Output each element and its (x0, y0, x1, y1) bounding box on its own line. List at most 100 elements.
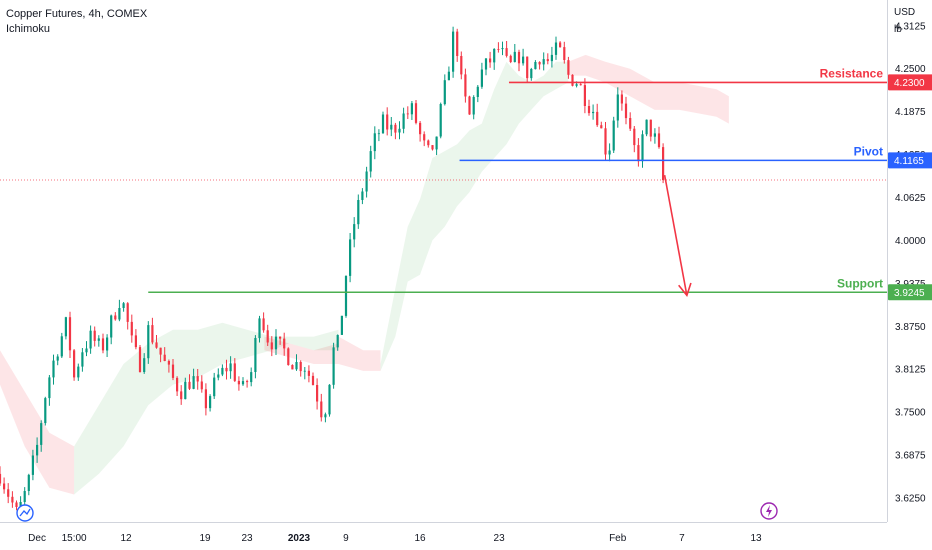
candle-up[interactable] (501, 48, 504, 50)
candle-down[interactable] (3, 483, 6, 490)
candle-down[interactable] (464, 74, 467, 97)
candle-down[interactable] (204, 389, 207, 409)
candle-up[interactable] (147, 325, 150, 359)
candle-down[interactable] (587, 106, 591, 114)
candle-up[interactable] (64, 317, 67, 337)
price-levels[interactable]: Resistance Pivot Support (0, 66, 887, 294)
candle-down[interactable] (559, 42, 562, 48)
candle-down[interactable] (497, 49, 500, 50)
candle-up[interactable] (592, 111, 595, 114)
candle-down[interactable] (73, 350, 76, 378)
candle-up[interactable] (377, 133, 380, 135)
candle-up[interactable] (221, 367, 224, 375)
candle-down[interactable] (567, 60, 570, 75)
candle-down[interactable] (419, 122, 422, 135)
candle-up[interactable] (184, 381, 187, 400)
candle-up[interactable] (645, 119, 648, 135)
candle-down[interactable] (505, 48, 508, 56)
candle-down[interactable] (526, 56, 529, 79)
candle-up[interactable] (23, 491, 26, 502)
candle-down[interactable] (316, 385, 319, 402)
candle-down[interactable] (7, 489, 10, 497)
candle-down[interactable] (180, 391, 183, 400)
time-axis[interactable]: Dec 15:00 12 19 23 2023 9 16 23 Feb 7 13 (0, 522, 887, 545)
candle-down[interactable] (299, 362, 302, 372)
candle-up[interactable] (513, 51, 516, 62)
candle-up[interactable] (52, 360, 55, 378)
candle-down[interactable] (176, 377, 179, 392)
indicator-name[interactable]: Ichimoku (6, 23, 51, 35)
candle-down[interactable] (307, 370, 310, 376)
candle-down[interactable] (130, 321, 133, 336)
candle-down[interactable] (225, 367, 228, 372)
candle-down[interactable] (427, 140, 430, 146)
candle-up[interactable] (81, 352, 84, 367)
candle-up[interactable] (435, 136, 438, 150)
candle-down[interactable] (11, 496, 14, 503)
candle-down[interactable] (311, 375, 315, 385)
candle-up[interactable] (143, 358, 146, 372)
candle-down[interactable] (15, 502, 18, 508)
candle-up[interactable] (303, 370, 306, 372)
candle-up[interactable] (56, 356, 59, 361)
candle-down[interactable] (604, 128, 607, 155)
candle-down[interactable] (266, 330, 269, 343)
candle-up[interactable] (608, 150, 611, 155)
candle-down[interactable] (538, 62, 541, 65)
candle-up[interactable] (44, 398, 47, 424)
candle-up[interactable] (97, 338, 100, 341)
candle-up[interactable] (484, 58, 488, 70)
candle-down[interactable] (489, 58, 492, 63)
candle-down[interactable] (431, 145, 434, 150)
candle-down[interactable] (517, 51, 521, 64)
candle-up[interactable] (447, 71, 450, 81)
replay-icon[interactable] (16, 504, 34, 522)
candle-up[interactable] (229, 363, 232, 372)
candle-down[interactable] (637, 145, 640, 162)
candle-down[interactable] (114, 315, 117, 320)
candle-down[interactable] (101, 338, 105, 351)
candle-up[interactable] (612, 120, 615, 151)
candle-down[interactable] (262, 318, 265, 331)
candle-up[interactable] (106, 337, 109, 351)
candle-up[interactable] (361, 191, 364, 201)
candle-up[interactable] (213, 377, 216, 397)
candle-down[interactable] (583, 85, 586, 106)
candle-up[interactable] (336, 335, 339, 348)
candle-up[interactable] (534, 62, 537, 70)
candle-up[interactable] (530, 69, 533, 79)
candle-up[interactable] (209, 396, 212, 409)
candle-up[interactable] (353, 224, 356, 240)
candle-down[interactable] (600, 125, 603, 129)
candle-down[interactable] (456, 31, 459, 56)
candle-up[interactable] (217, 374, 220, 378)
candle-down[interactable] (579, 84, 582, 86)
candle-down[interactable] (624, 103, 628, 119)
candle-up[interactable] (443, 80, 446, 105)
candlesticks[interactable] (0, 26, 665, 511)
candle-up[interactable] (344, 276, 348, 316)
candle-up[interactable] (40, 423, 43, 445)
candle-up[interactable] (85, 348, 88, 353)
candle-down[interactable] (126, 303, 129, 322)
symbol-title[interactable]: Copper Futures, 4h, COMEX (6, 8, 148, 20)
candle-up[interactable] (254, 338, 257, 372)
candle-down[interactable] (468, 96, 471, 115)
candle-down[interactable] (237, 380, 240, 385)
candle-up[interactable] (258, 318, 261, 339)
candle-up[interactable] (390, 124, 393, 130)
candle-up[interactable] (472, 97, 475, 115)
candle-up[interactable] (77, 366, 80, 378)
candle-down[interactable] (386, 114, 389, 130)
candle-up[interactable] (402, 113, 405, 129)
candle-up[interactable] (641, 134, 644, 162)
candle-up[interactable] (27, 474, 30, 491)
candle-up[interactable] (554, 42, 558, 55)
candle-up[interactable] (653, 133, 656, 137)
candle-down[interactable] (233, 363, 236, 381)
candle-up[interactable] (340, 315, 343, 335)
candle-up[interactable] (522, 56, 525, 64)
candle-down[interactable] (93, 330, 96, 341)
candle-up[interactable] (439, 104, 442, 137)
